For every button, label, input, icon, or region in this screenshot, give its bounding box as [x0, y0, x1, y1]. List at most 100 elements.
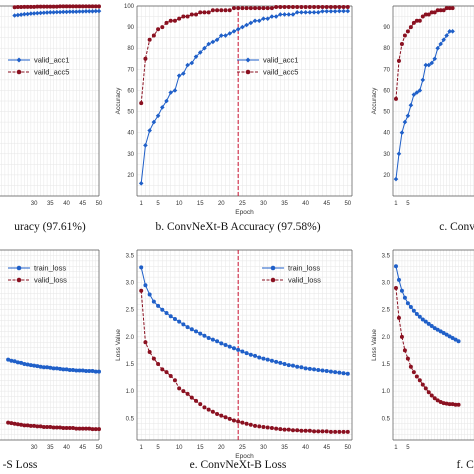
data-point [168, 373, 173, 378]
data-point [441, 401, 446, 406]
data-point [51, 366, 56, 371]
data-point [164, 370, 169, 375]
data-point [393, 286, 398, 290]
data-point [426, 321, 431, 326]
y-tick-label: 60 [127, 88, 134, 94]
data-point [87, 369, 92, 374]
data-point [71, 367, 76, 372]
x-tick-label: 30 [260, 445, 267, 451]
data-point [432, 326, 437, 331]
data-point [176, 73, 182, 78]
data-point [70, 9, 76, 14]
data-point [320, 368, 325, 373]
x-tick-label: 35 [281, 201, 288, 207]
data-point [147, 128, 152, 133]
data-point [244, 6, 249, 11]
data-point [77, 426, 82, 431]
data-point [420, 77, 426, 83]
data-point [147, 350, 152, 355]
data-point [32, 363, 37, 368]
data-point [25, 11, 30, 17]
x-tick-label: 10 [176, 445, 183, 451]
x-tick-label: 30 [260, 201, 267, 207]
data-point [337, 5, 342, 10]
data-point [420, 382, 425, 387]
data-point [164, 98, 169, 104]
y-tick-label: 1.0 [382, 389, 391, 395]
data-point [12, 13, 17, 18]
data-point [143, 56, 148, 61]
data-point [48, 365, 53, 370]
data-point [435, 45, 441, 51]
legend-label: train_loss [288, 264, 320, 273]
x-tick-label: 45 [79, 201, 86, 207]
x-tick-label: 50 [344, 201, 351, 207]
data-point [324, 369, 329, 374]
data-point [80, 426, 85, 431]
data-point [337, 429, 342, 434]
data-point [396, 315, 401, 320]
data-point [172, 18, 177, 23]
data-point [396, 151, 402, 157]
data-point [435, 398, 440, 403]
data-point [227, 344, 232, 349]
data-point [156, 362, 161, 366]
x-tick-label: 25 [239, 445, 246, 451]
data-point [54, 425, 59, 430]
data-point [320, 429, 325, 434]
panel-caption: f. Co [457, 459, 474, 471]
data-point [341, 5, 346, 10]
panel-caption: uracy (97.61%) [14, 221, 86, 233]
data-point [202, 10, 207, 15]
data-point [450, 402, 455, 407]
data-point [160, 25, 165, 30]
data-point [450, 6, 455, 11]
data-point [96, 8, 102, 14]
data-point [54, 366, 59, 371]
x-tick-label: 15 [197, 201, 204, 207]
data-point [450, 335, 455, 340]
legend-label: train_loss [34, 264, 66, 273]
data-point [328, 5, 333, 10]
data-point [240, 349, 245, 354]
chart-loss-mid: 1 5 10 15 20 25 30 35 40 45 500.51.01.52.02.53.03.… [115, 249, 353, 471]
data-point [181, 322, 186, 327]
data-point [261, 424, 266, 429]
data-point [15, 12, 21, 18]
data-point [198, 10, 203, 15]
data-point [417, 378, 422, 383]
data-point [97, 427, 101, 432]
x-tick-label: 30 [31, 201, 38, 207]
data-point [295, 5, 300, 10]
data-point [215, 339, 220, 344]
data-point [447, 334, 452, 339]
data-point [41, 4, 46, 9]
y-tick-label: 50 [383, 110, 390, 116]
data-point [444, 6, 449, 11]
data-point [240, 420, 245, 425]
x-tick-label: 20 [218, 445, 225, 451]
plot-area [393, 250, 474, 440]
data-point [426, 12, 431, 17]
x-tick-label: 1 [140, 445, 144, 451]
data-point [290, 5, 295, 10]
data-point [423, 62, 429, 68]
legend-label: vaild_acc5 [263, 68, 298, 77]
legend-swatch-marker [270, 277, 276, 283]
y-tick-label: 2.0 [382, 335, 391, 341]
data-point [97, 4, 101, 9]
data-point [38, 424, 43, 429]
y-tick-label: 20 [383, 173, 390, 179]
data-point [45, 365, 50, 370]
data-point [64, 367, 69, 372]
data-point [210, 337, 215, 342]
data-point [441, 8, 446, 13]
data-point [210, 8, 215, 13]
data-point [432, 56, 438, 62]
data-point [61, 9, 66, 15]
data-point [223, 343, 228, 347]
data-point [231, 6, 236, 11]
data-point [151, 119, 157, 125]
data-point [261, 356, 266, 361]
data-point [253, 6, 258, 11]
